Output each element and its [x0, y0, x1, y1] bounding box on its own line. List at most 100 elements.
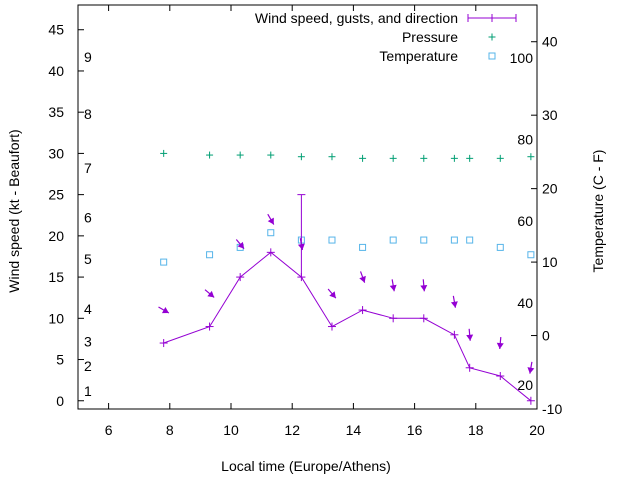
wind-speed-point — [389, 314, 398, 323]
wind-direction-arrow — [267, 213, 275, 225]
wind-direction-arrow — [235, 239, 245, 250]
ticks-layer: 6 8 10 12 14 16 18 20051015202530354045-1001020… — [48, 5, 562, 438]
temperature-point — [206, 251, 214, 259]
temperature-point — [267, 229, 275, 237]
x-tick-label: 8 — [166, 422, 174, 438]
wind-direction-arrow — [420, 279, 428, 292]
plot-frame — [77, 4, 538, 410]
legend-label-pressure: Pressure — [402, 29, 458, 45]
y2-tick-label: 20 — [542, 181, 558, 197]
fahrenheit-label: 40 — [517, 295, 533, 311]
wind-direction-arrow — [158, 306, 170, 314]
y2-tick-label: 40 — [542, 34, 558, 50]
legend-label-wind: Wind speed, gusts, and direction — [255, 10, 458, 26]
wind-speed-point — [465, 363, 474, 372]
wind-speed-point — [358, 306, 367, 315]
wind-speed-point — [205, 322, 214, 331]
x-tick-label: 6 — [105, 422, 113, 438]
y-tick-label: 10 — [48, 310, 64, 326]
pressure-point — [236, 151, 244, 159]
temperature-point — [420, 236, 428, 244]
pressure-point — [359, 154, 367, 162]
pressure-point — [527, 153, 535, 161]
wind-speed-point — [526, 396, 535, 405]
wind-direction-arrow — [297, 238, 305, 251]
x-axis-label: Local time (Europe/Athens) — [221, 458, 391, 474]
temperature-point — [359, 243, 367, 251]
wind-speed-point — [450, 330, 459, 339]
y2-tick-label: 0 — [542, 328, 550, 344]
wind-direction-arrow — [359, 271, 366, 283]
pressure-point — [160, 149, 168, 157]
temperature-point — [496, 243, 504, 251]
temperature-point — [450, 236, 458, 244]
beaufort-label: 3 — [84, 333, 92, 349]
wind-direction-arrow — [496, 336, 504, 350]
y-tick-label: 15 — [48, 269, 64, 285]
pressure-point — [466, 154, 474, 162]
legend: Wind speed, gusts, and direction Pressur… — [255, 10, 517, 64]
beaufort-label: 8 — [84, 106, 92, 122]
wind-direction-arrow — [389, 279, 397, 292]
y2-tick-label: -10 — [542, 401, 562, 417]
beaufort-label: 9 — [84, 49, 92, 65]
legend-sample-temperature — [488, 52, 496, 60]
x-tick-label: 18 — [468, 422, 484, 438]
y-tick-label: 0 — [56, 393, 64, 409]
y-tick-label: 5 — [56, 352, 64, 368]
wind-direction-arrow — [527, 361, 535, 374]
y-tick-label: 25 — [48, 187, 64, 203]
temperature-point — [389, 236, 397, 244]
fahrenheit-label: 60 — [517, 213, 533, 229]
beaufort-label: 5 — [84, 251, 92, 267]
pressure-point — [420, 154, 428, 162]
wind-speed-point — [496, 372, 505, 381]
temperature-point — [466, 236, 474, 244]
x-tick-label: 14 — [346, 422, 362, 438]
wind-speed-point — [327, 322, 336, 331]
beaufort-label: 7 — [84, 160, 92, 176]
temperature-point — [328, 236, 336, 244]
x-tick-label: 10 — [223, 422, 239, 438]
pressure-point — [206, 151, 214, 159]
pressure-point — [328, 153, 336, 161]
beaufort-label: 2 — [84, 358, 92, 374]
y2-tick-label: 10 — [542, 254, 558, 270]
y-tick-label: 35 — [48, 104, 64, 120]
beaufort-label: 1 — [84, 383, 92, 399]
x-tick-label: 16 — [407, 422, 423, 438]
temperature-point — [527, 251, 535, 259]
wind-speed-line — [163, 251, 532, 402]
wind-speed-point — [159, 339, 168, 348]
x-tick-label: 20 — [529, 422, 545, 438]
beaufort-label: 4 — [84, 301, 92, 317]
pressure-point — [496, 154, 504, 162]
fahrenheit-label: 100 — [510, 50, 534, 66]
y-tick-label: 30 — [48, 145, 64, 161]
legend-sample-pressure — [488, 33, 496, 41]
y2-tick-label: 30 — [542, 107, 558, 123]
wind-speed-point — [266, 248, 275, 257]
wind-direction-arrow — [327, 288, 337, 299]
y-tick-label: 45 — [48, 22, 64, 38]
beaufort-label: 6 — [84, 210, 92, 226]
fahrenheit-label: 20 — [517, 377, 533, 393]
wind-direction-arrow — [450, 295, 458, 308]
pressure-point — [450, 154, 458, 162]
wind-speed-point — [419, 314, 428, 323]
pressure-point — [389, 154, 397, 162]
pressure-point — [297, 153, 305, 161]
temperature-point — [160, 258, 168, 266]
pressure-point — [267, 151, 275, 159]
legend-sample-wind-point — [488, 14, 496, 22]
wind-speed-point — [236, 273, 245, 282]
y-tick-label: 40 — [48, 63, 64, 79]
y2-axis-label: Temperature (C - F) — [590, 150, 606, 273]
wind-direction-arrow — [466, 328, 474, 341]
legend-label-temperature: Temperature — [379, 48, 458, 64]
y-axis-label: Wind speed (kt - Beaufort) — [6, 129, 22, 292]
y-tick-label: 20 — [48, 228, 64, 244]
x-tick-label: 12 — [284, 422, 300, 438]
fahrenheit-label: 80 — [517, 131, 533, 147]
